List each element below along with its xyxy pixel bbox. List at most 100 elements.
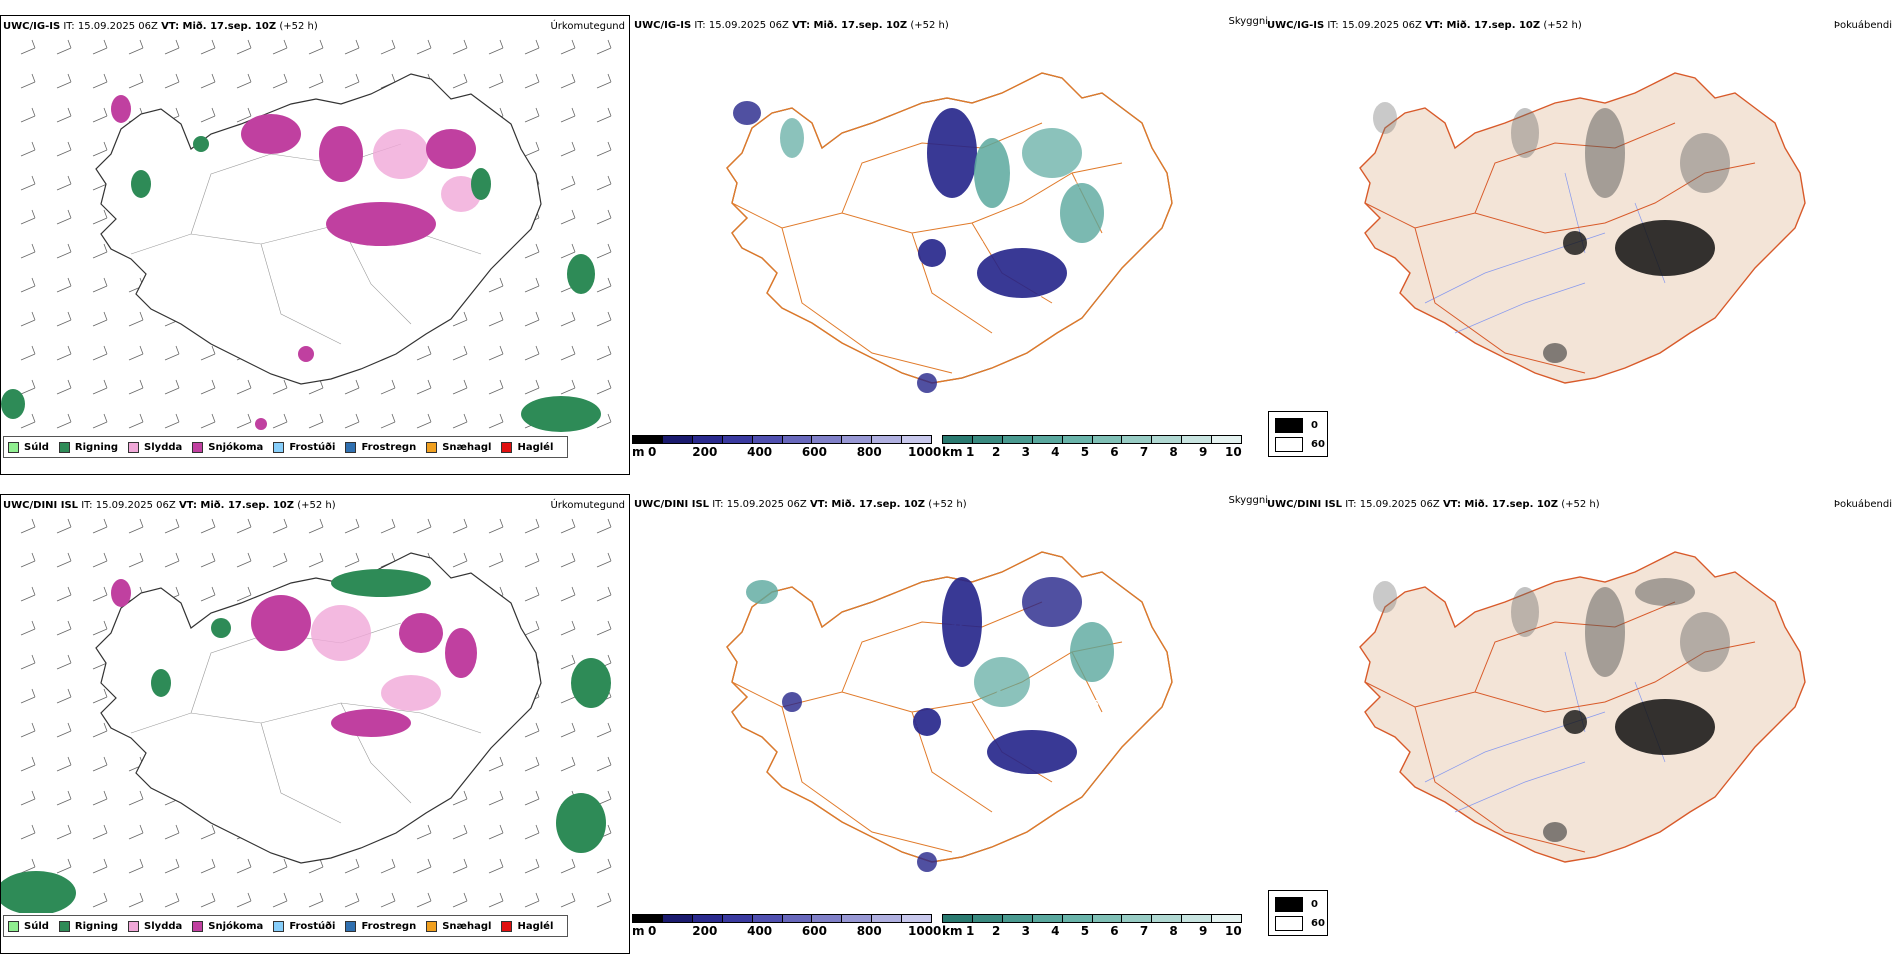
wind-barb (524, 858, 540, 874)
colorbar-cell (1062, 436, 1093, 443)
wind-barb (92, 688, 108, 704)
wind-barb (272, 39, 288, 55)
wind-barb (236, 107, 252, 123)
wind-barb (308, 413, 324, 429)
colorbar-cell (692, 915, 723, 922)
wind-barb (200, 345, 216, 361)
wind-barb (92, 73, 108, 89)
field-area (733, 101, 761, 125)
legend-swatch (345, 920, 357, 932)
wind-barb (92, 892, 108, 908)
wind-barb (236, 892, 252, 908)
wind-barb (20, 654, 36, 670)
wind-barb (236, 73, 252, 89)
wind-barb (92, 518, 108, 534)
wind-barb (452, 413, 468, 429)
field-area (1635, 578, 1695, 606)
field-area (251, 595, 311, 651)
wind-barb (344, 39, 360, 55)
wind-barb (524, 277, 540, 293)
wind-barb (236, 858, 252, 874)
colorbar-cell (1002, 436, 1033, 443)
wind-barb (416, 39, 432, 55)
wind-barb (524, 756, 540, 772)
field-name: Skyggni (1228, 16, 1268, 27)
wind-barb (56, 654, 72, 670)
wind-barb (560, 209, 576, 225)
wind-barb (56, 141, 72, 157)
field-area (556, 793, 606, 853)
wind-barb (308, 39, 324, 55)
fog-panel-bottom: UWC/DINI ISL IT: 15.09.2025 06Z VT: Mið.… (1265, 494, 1900, 954)
field-area (298, 346, 314, 362)
wind-barb (488, 311, 504, 327)
colorbar-unit: m (632, 924, 645, 938)
wind-barb (56, 107, 72, 123)
wind-barb (272, 892, 288, 908)
field-area (942, 577, 982, 667)
wind-barb (92, 858, 108, 874)
colorbar-tick-label: 6 (1110, 924, 1119, 938)
wind-barb (128, 73, 144, 89)
wind-barb (20, 620, 36, 636)
wind-barb (308, 552, 324, 568)
colorbar-tick-label: 600 (801, 924, 827, 938)
colorbar-tick-label: 200 (692, 445, 718, 459)
wind-barb (236, 518, 252, 534)
wind-barb (560, 107, 576, 123)
wind-barb (128, 39, 144, 55)
wind-barb (560, 722, 576, 738)
roads (1364, 122, 1756, 374)
wind-barb (164, 39, 180, 55)
fog-legend-swatch (1275, 897, 1303, 912)
legend-item: Rigning (58, 920, 118, 932)
wind-barb (524, 39, 540, 55)
field-area (1543, 822, 1567, 842)
wind-barb (596, 141, 612, 157)
wind-barb (56, 175, 72, 191)
colorbar-cell (782, 915, 813, 922)
field-area (373, 129, 429, 179)
colorbar-tick-label: 400 (747, 445, 773, 459)
wind-barb (272, 379, 288, 395)
wind-barb (380, 39, 396, 55)
ceiling-colorbar: m 0 200 400 600 800 1000 (632, 435, 941, 459)
field-area (1, 871, 76, 913)
colorbar-cell (633, 436, 663, 443)
wind-barb (164, 552, 180, 568)
wind-barb (596, 552, 612, 568)
colorbar-tick-label: 200 (692, 924, 718, 938)
wind-barb (488, 413, 504, 429)
field-area (211, 618, 231, 638)
fog-legend-item: 60 (1275, 916, 1325, 931)
wind-barb (92, 620, 108, 636)
wind-barb (56, 586, 72, 602)
wind-barb (344, 552, 360, 568)
wind-barb (560, 552, 576, 568)
visibility-colorbar: km 1 2 3 4 5 6 7 8 9 10 (942, 435, 1242, 459)
field-area (977, 248, 1067, 298)
colorbar-cell (902, 915, 932, 922)
wind-barb (596, 107, 612, 123)
wind-barb (380, 892, 396, 908)
fog-legend-swatch (1275, 437, 1303, 452)
wind-barb (524, 73, 540, 89)
wind-barb (560, 518, 576, 534)
wind-barb (596, 620, 612, 636)
colorbar-cell (1152, 915, 1183, 922)
fog-legend-item: 0 (1275, 897, 1318, 912)
fog-legend-swatch (1275, 916, 1303, 931)
field-area (1585, 587, 1625, 677)
wind-barb (128, 518, 144, 534)
legend-label: Snjókoma (208, 920, 264, 932)
field-name: Skyggni (1228, 495, 1268, 506)
fog-map (1359, 551, 1806, 863)
fog-legend: 0 60 (1268, 890, 1328, 936)
fog-legend-item: 60 (1275, 437, 1325, 452)
wind-barb (560, 892, 576, 908)
colorbar-cell (1182, 915, 1213, 922)
colorbar-cell (782, 436, 813, 443)
wind-barb (200, 413, 216, 429)
wind-barb (452, 39, 468, 55)
legend-label: Súld (24, 920, 49, 932)
